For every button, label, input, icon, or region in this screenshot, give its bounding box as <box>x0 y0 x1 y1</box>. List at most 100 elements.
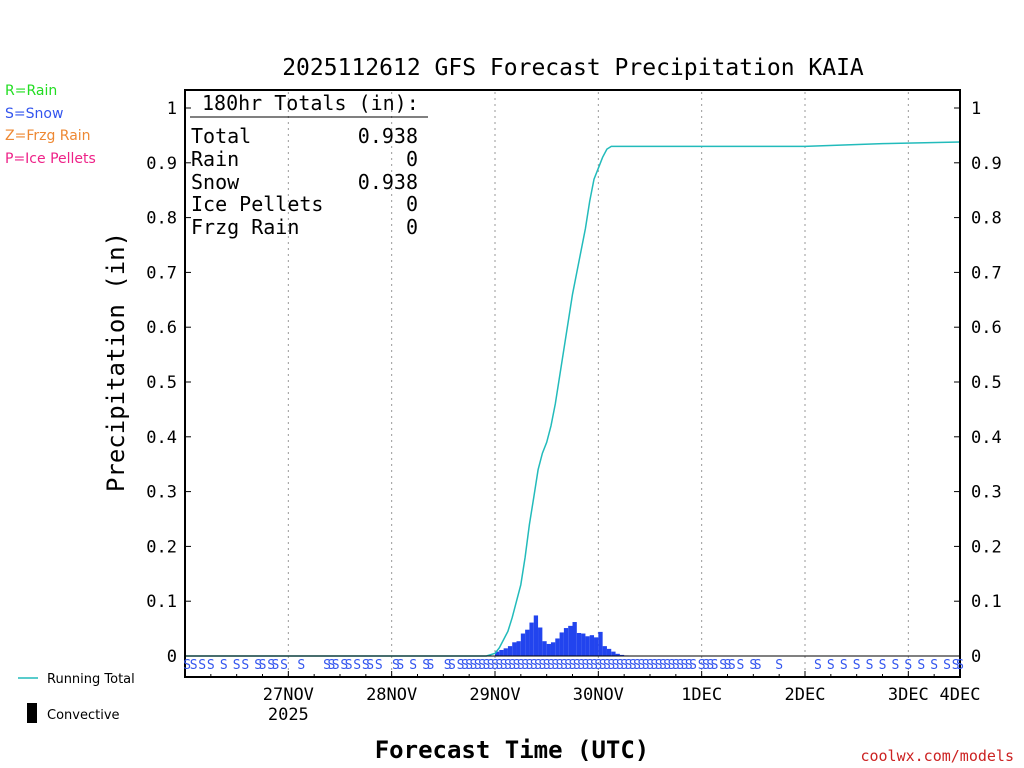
totals-box: 180hr Totals (in): Total 0.938 Rain 0 Sn… <box>190 91 428 239</box>
snow-marker: S <box>345 658 353 673</box>
snow-marker: S <box>681 658 689 673</box>
snow-marker: S <box>775 658 783 673</box>
precip-bar <box>546 643 551 656</box>
y-axis-label: Precipitation (in) <box>102 232 130 492</box>
snow-marker: S <box>719 658 727 673</box>
snow-marker: S <box>482 658 490 673</box>
snow-marker: S <box>487 658 495 673</box>
snow-marker: S <box>362 658 370 673</box>
snow-marker: S <box>427 658 435 673</box>
total-label: Total <box>191 124 251 148</box>
x-tick-label: 2DEC <box>785 685 826 705</box>
precip-bar <box>615 653 620 656</box>
snow-marker: S <box>590 658 598 673</box>
x-tick-label: 27NOV <box>263 685 314 705</box>
y-tick-label-left: 0.8 <box>146 209 177 229</box>
snow-marker: S <box>521 658 529 673</box>
snow-marker: S <box>573 658 581 673</box>
snow-marker: S <box>728 658 736 673</box>
y-tick-label-left: 0 <box>167 647 177 667</box>
precip-bar <box>619 654 625 656</box>
precip-bar <box>550 642 556 656</box>
snow-marker: S <box>637 658 645 673</box>
y-tick-label-right: 0.9 <box>971 154 1002 174</box>
snow-marker: S <box>702 658 710 673</box>
y-tick-label-right: 0.5 <box>971 373 1002 393</box>
totals-heading: 180hr Totals (in): <box>202 91 419 115</box>
y-tick-label-right: 0 <box>971 647 981 667</box>
precip-bar <box>525 629 530 656</box>
snow-marker: S <box>340 658 348 673</box>
snow-marker: S <box>698 658 706 673</box>
snow-marker: S <box>551 658 559 673</box>
snow-marker: S <box>538 658 546 673</box>
rain-type-legend: R=Rain <box>5 83 58 99</box>
snow-marker: S <box>616 658 624 673</box>
precip-bar <box>602 646 607 656</box>
snow-marker: S <box>297 658 305 673</box>
y-tick-label-left: 0.7 <box>146 263 177 283</box>
snow-marker: S <box>422 658 430 673</box>
precip-bar <box>581 633 586 656</box>
snow-marker: S <box>513 658 521 673</box>
x-tick-label: 1DEC <box>681 685 722 705</box>
precip-bars <box>495 615 629 656</box>
snow-marker: S <box>943 658 951 673</box>
snow-marker: S <box>569 658 577 673</box>
credit-text: coolwx.com/models <box>860 747 1014 765</box>
y-tick-label-right: 0.2 <box>971 537 1002 557</box>
snow-marker: S <box>198 658 206 673</box>
series-legend: Running Total Convective <box>18 672 135 723</box>
y-tick-label-left: 0.4 <box>146 428 177 448</box>
snow-marker: S <box>220 658 228 673</box>
snow-marker: S <box>353 658 361 673</box>
snow-marker: S <box>491 658 499 673</box>
y-tick-label-left: 0.9 <box>146 154 177 174</box>
x-tick-label: 30NOV <box>573 685 624 705</box>
snow-marker: S <box>956 658 964 673</box>
snow-marker: S <box>526 658 534 673</box>
precip-bar <box>533 615 539 656</box>
x-tick-sublabel: 2025 <box>268 705 309 725</box>
snow-marker: S <box>448 658 456 673</box>
rain-value: 0 <box>406 147 418 171</box>
snow-marker: S <box>892 658 900 673</box>
precip-bar <box>507 646 513 656</box>
snow-type-legend: S=Snow <box>5 106 64 122</box>
snow-marker: S <box>461 658 469 673</box>
snow-marker: S <box>917 658 925 673</box>
snow-marker: S <box>749 658 757 673</box>
precip-bar <box>495 651 500 656</box>
snow-marker: S <box>323 658 331 673</box>
snow-marker: S <box>866 658 874 673</box>
precip-bar <box>611 651 616 656</box>
snow-marker: S <box>930 658 938 673</box>
ice-pellets-value: 0 <box>406 192 418 216</box>
x-axis-label: Forecast Time (UTC) <box>375 736 650 764</box>
snow-marker: S <box>646 658 654 673</box>
x-tick-label: 3DEC <box>888 685 929 705</box>
precip-bar <box>529 622 534 656</box>
snow-marker: S <box>366 658 374 673</box>
ice-pellets-type-legend: P=Ice Pellets <box>5 151 96 167</box>
precip-bar <box>516 641 521 656</box>
snow-marker: S <box>754 658 762 673</box>
snow-marker: S <box>392 658 400 673</box>
snow-value: 0.938 <box>358 170 418 194</box>
running-total-legend-label: Running Total <box>47 672 135 687</box>
snow-marker: S <box>267 658 275 673</box>
convective-swatch <box>27 703 37 723</box>
snow-marker: S <box>534 658 542 673</box>
snow-marker: S <box>586 658 594 673</box>
snow-marker: S <box>659 658 667 673</box>
snow-marker: S <box>668 658 676 673</box>
precip-bar <box>594 637 599 656</box>
snow-marker: S <box>495 658 503 673</box>
snow-marker: S <box>814 658 822 673</box>
precip-bar <box>503 648 508 656</box>
snow-marker: S <box>396 658 404 673</box>
snow-marker: S <box>500 658 508 673</box>
y-tick-label-left: 0.1 <box>146 592 177 612</box>
snow-marker: S <box>474 658 482 673</box>
